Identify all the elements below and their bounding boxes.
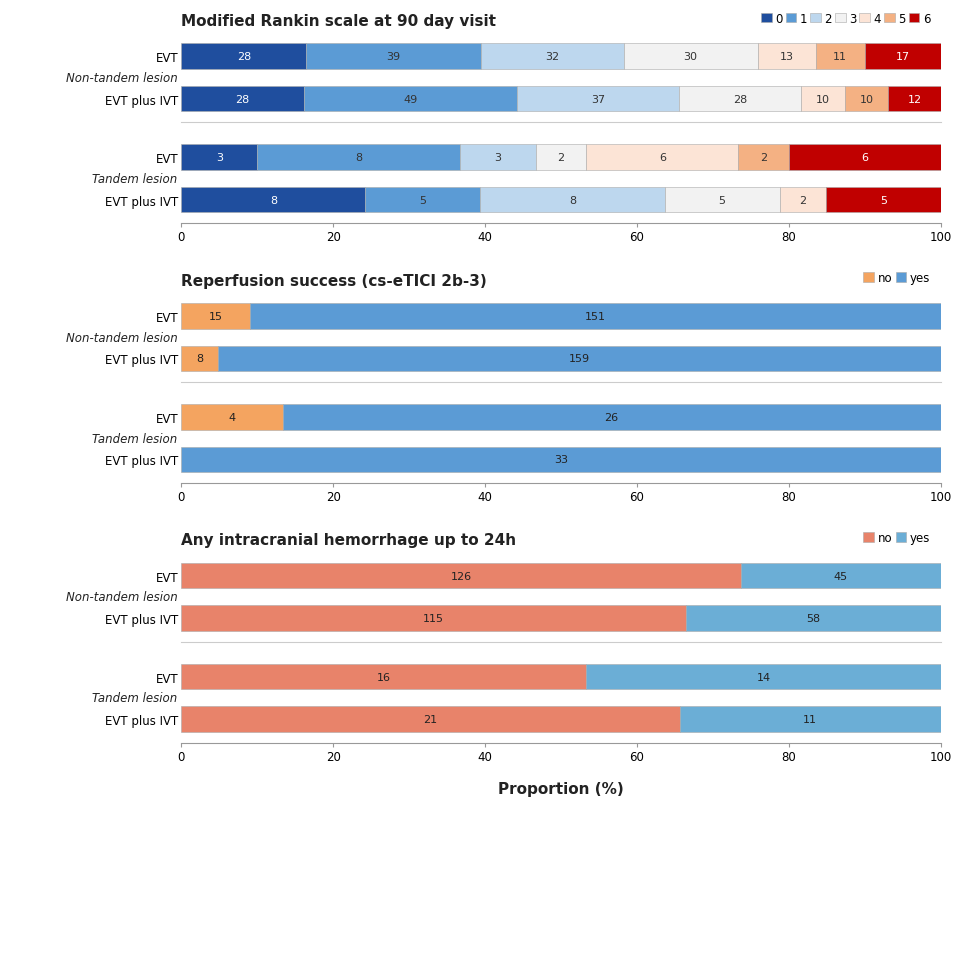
Bar bbox=[181, 86, 304, 112]
Text: 8: 8 bbox=[196, 354, 203, 364]
Text: 32: 32 bbox=[545, 52, 560, 62]
Text: Reperfusion success (cs-eTICI 2b-3): Reperfusion success (cs-eTICI 2b-3) bbox=[181, 273, 487, 288]
Text: 26: 26 bbox=[605, 412, 618, 423]
Bar bbox=[758, 44, 815, 70]
Text: 10: 10 bbox=[816, 94, 830, 105]
Bar bbox=[181, 346, 218, 372]
Text: Non-tandem lesion: Non-tandem lesion bbox=[66, 72, 177, 85]
Text: Tandem lesion: Tandem lesion bbox=[92, 692, 177, 704]
Text: 16: 16 bbox=[377, 672, 391, 682]
Text: 17: 17 bbox=[896, 52, 909, 62]
Text: 33: 33 bbox=[554, 455, 568, 465]
Text: 49: 49 bbox=[404, 94, 417, 105]
Text: 8: 8 bbox=[569, 195, 576, 206]
Bar bbox=[480, 44, 623, 70]
Text: 3: 3 bbox=[494, 153, 501, 163]
Text: 5: 5 bbox=[880, 195, 887, 206]
Bar bbox=[586, 145, 738, 171]
Text: 115: 115 bbox=[423, 613, 444, 624]
Bar bbox=[738, 145, 789, 171]
Text: 12: 12 bbox=[907, 94, 921, 105]
Bar bbox=[257, 145, 460, 171]
Bar bbox=[181, 447, 941, 473]
Text: 4: 4 bbox=[228, 412, 235, 423]
Text: 6: 6 bbox=[861, 153, 868, 163]
Bar bbox=[181, 563, 741, 589]
Text: Proportion (%): Proportion (%) bbox=[498, 781, 624, 797]
Bar bbox=[680, 706, 941, 732]
Bar bbox=[307, 44, 480, 70]
Bar bbox=[181, 664, 586, 690]
Text: 8: 8 bbox=[355, 153, 362, 163]
Text: 30: 30 bbox=[684, 52, 698, 62]
Text: 39: 39 bbox=[386, 52, 401, 62]
Bar bbox=[679, 86, 801, 112]
Text: Tandem lesion: Tandem lesion bbox=[92, 173, 177, 185]
Bar bbox=[181, 187, 366, 213]
Bar bbox=[889, 86, 941, 112]
Legend: no, yes: no, yes bbox=[858, 267, 935, 289]
Text: 58: 58 bbox=[807, 613, 820, 624]
Bar bbox=[623, 44, 758, 70]
Text: 8: 8 bbox=[270, 195, 277, 206]
Text: 14: 14 bbox=[757, 672, 770, 682]
Text: 10: 10 bbox=[859, 94, 873, 105]
Bar bbox=[480, 187, 664, 213]
Bar bbox=[250, 304, 941, 330]
Bar bbox=[780, 187, 826, 213]
Bar bbox=[741, 563, 941, 589]
Bar bbox=[664, 187, 780, 213]
Bar bbox=[801, 86, 845, 112]
Bar bbox=[536, 145, 586, 171]
Text: Non-tandem lesion: Non-tandem lesion bbox=[66, 332, 177, 344]
Text: 5: 5 bbox=[419, 195, 426, 206]
Text: Tandem lesion: Tandem lesion bbox=[92, 432, 177, 445]
Text: 28: 28 bbox=[733, 94, 747, 105]
Bar bbox=[282, 405, 941, 431]
Text: Any intracranial hemorrhage up to 24h: Any intracranial hemorrhage up to 24h bbox=[181, 532, 516, 548]
Text: 3: 3 bbox=[216, 153, 222, 163]
Text: 2: 2 bbox=[558, 153, 564, 163]
Text: 45: 45 bbox=[834, 571, 848, 581]
Text: 15: 15 bbox=[209, 311, 222, 322]
Bar bbox=[181, 706, 680, 732]
Text: 28: 28 bbox=[237, 52, 251, 62]
Bar bbox=[586, 664, 941, 690]
Text: Modified Rankin scale at 90 day visit: Modified Rankin scale at 90 day visit bbox=[181, 13, 496, 29]
Text: 159: 159 bbox=[568, 354, 590, 364]
Bar bbox=[826, 187, 941, 213]
Bar bbox=[789, 145, 941, 171]
Bar bbox=[181, 304, 250, 330]
Bar bbox=[686, 605, 941, 631]
Bar bbox=[181, 405, 282, 431]
Text: 11: 11 bbox=[804, 714, 817, 725]
Text: 6: 6 bbox=[659, 153, 665, 163]
Text: 5: 5 bbox=[718, 195, 725, 206]
Bar bbox=[845, 86, 889, 112]
Bar bbox=[181, 605, 686, 631]
Text: 11: 11 bbox=[833, 52, 848, 62]
Bar bbox=[218, 346, 941, 372]
Text: Non-tandem lesion: Non-tandem lesion bbox=[66, 591, 177, 604]
Bar bbox=[304, 86, 517, 112]
Bar bbox=[815, 44, 864, 70]
Text: 2: 2 bbox=[760, 153, 767, 163]
Bar bbox=[181, 44, 307, 70]
Bar bbox=[864, 44, 941, 70]
Text: 28: 28 bbox=[235, 94, 250, 105]
Legend: 0, 1, 2, 3, 4, 5, 6: 0, 1, 2, 3, 4, 5, 6 bbox=[757, 8, 935, 30]
Text: 37: 37 bbox=[591, 94, 606, 105]
Bar bbox=[366, 187, 480, 213]
Text: 21: 21 bbox=[423, 714, 438, 725]
Text: 2: 2 bbox=[799, 195, 807, 206]
Bar bbox=[181, 145, 257, 171]
Bar bbox=[517, 86, 679, 112]
Text: 13: 13 bbox=[780, 52, 794, 62]
Legend: no, yes: no, yes bbox=[858, 527, 935, 549]
Text: 151: 151 bbox=[585, 311, 606, 322]
Bar bbox=[460, 145, 536, 171]
Text: 126: 126 bbox=[451, 571, 471, 581]
